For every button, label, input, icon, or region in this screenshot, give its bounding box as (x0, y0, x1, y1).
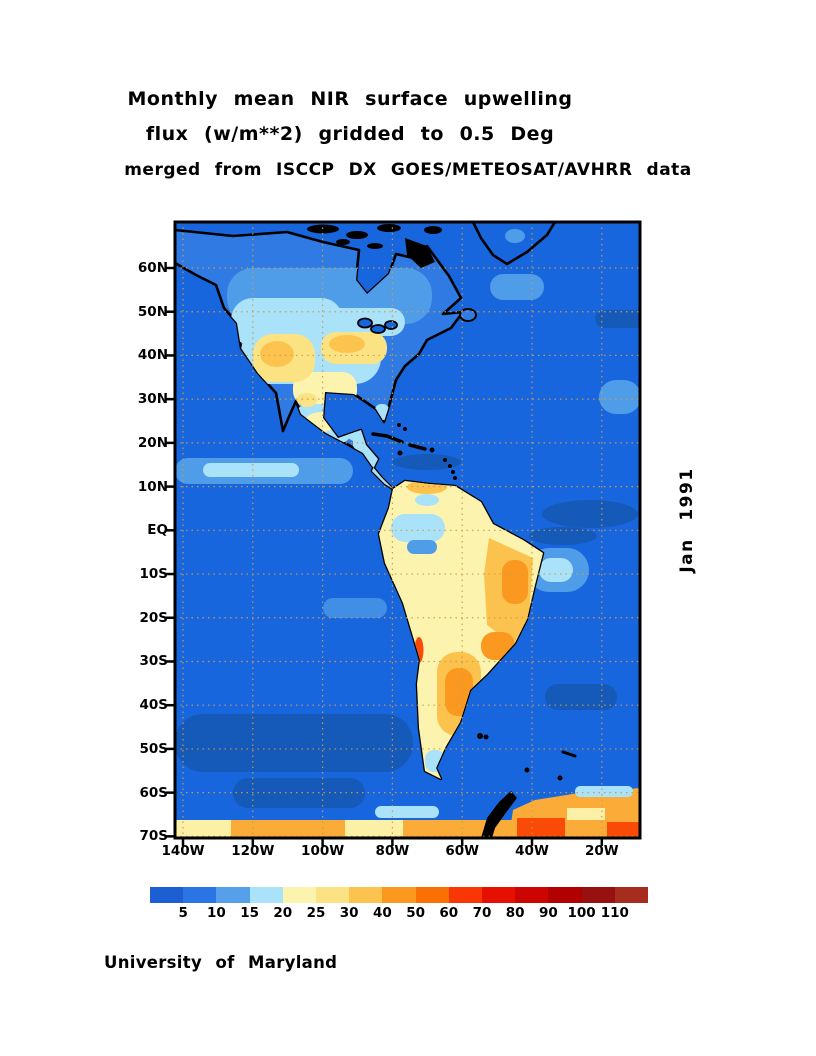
title-subtitle: merged from ISCCP DX GOES/METEOSAT/AVHRR… (124, 160, 692, 180)
lon-tick-label: 100W (301, 843, 345, 859)
caribbean-islands (371, 423, 457, 480)
antarctic-peninsula (481, 791, 517, 838)
colorbar-tick-label: 70 (472, 905, 492, 921)
colorbar-cell (482, 887, 516, 903)
colorbar-cell (548, 887, 582, 903)
lat-tick-label: 70S (139, 828, 168, 845)
colorbar-cell (316, 887, 350, 903)
title-line-2: flux (w/m**2) gridded to 0.5 Deg (145, 123, 555, 145)
lat-tick-label: 60N (137, 260, 168, 276)
lat-tick-label: 10N (137, 478, 168, 495)
colorbar-cell (581, 887, 615, 903)
colorbar-tick-label: 15 (240, 905, 259, 921)
greenland (471, 222, 557, 266)
colorbar-cell (382, 887, 416, 903)
ocean-light-patches (175, 274, 640, 818)
lat-tick-label: 20S (139, 609, 168, 626)
lon-tick-label: 40W (515, 843, 549, 859)
colorbar-labels: 5 10 15 20 25 30 40 50 60 70 80 90 100 110 (150, 905, 648, 923)
lon-tick-label: 80W (375, 843, 410, 859)
flux-map (166, 220, 642, 846)
colorbar-tick-label: 60 (439, 905, 459, 921)
longitude-axis: 140W 120W 100W 80W 60W 40W 20W (161, 843, 640, 863)
lat-tick-label: 30S (139, 653, 168, 670)
credit-text: University of Maryland (104, 953, 338, 972)
colorbar-tick-label: 100 (567, 905, 596, 921)
colorbar-tick-label: 5 (178, 905, 188, 921)
map-border (173, 220, 642, 840)
lon-tick-label: 20W (584, 843, 619, 859)
great-lakes (357, 317, 398, 334)
map-canvas (166, 220, 642, 846)
colorbar-tick-label: 25 (306, 905, 326, 921)
colorbar-tick-label: 40 (372, 905, 392, 921)
lat-tick-label: 60S (139, 784, 168, 801)
colorbar-cell (349, 887, 383, 903)
colorbar-cell (614, 887, 649, 903)
date-label: Jan 1991 (677, 467, 697, 573)
title-line-1: Monthly mean NIR surface upwelling (127, 88, 573, 110)
latitude-axis: 60N 50N 40N 30N 20N 10N EQ 10S 20S 30S 40S 50S 60S 70… (128, 222, 168, 844)
colorbar-cell (183, 887, 217, 903)
lon-tick-label: 140W (161, 843, 205, 859)
lat-tick-label: 40S (139, 697, 168, 714)
colorbar-tick-label: 20 (273, 905, 293, 921)
colorbar-tick-label: 30 (339, 905, 359, 921)
colorbar-cell (249, 887, 283, 903)
arctic-islands (307, 224, 442, 268)
lat-tick-label: 30N (137, 391, 168, 408)
colorbar-tick-label: 110 (600, 905, 629, 921)
ocean-dark-patches (175, 310, 640, 808)
colorbar (150, 887, 649, 903)
colorbar-tick-label: 80 (505, 905, 525, 921)
colorbar-tick-label: 10 (206, 905, 226, 921)
colorbar-tick-label: 50 (406, 905, 425, 921)
colorbar-cell (282, 887, 317, 903)
colorbar-cell (515, 887, 549, 903)
lat-tick-label: 40N (137, 347, 168, 364)
lon-tick-label: 60W (445, 843, 480, 859)
lat-tick-label: 50S (139, 740, 168, 757)
colorbar-cell (150, 887, 184, 903)
lat-tick-label: EQ (147, 522, 168, 539)
lat-tick-label: 50N (137, 303, 168, 320)
lon-tick-label: 120W (231, 843, 275, 859)
colorbar-cell (415, 887, 449, 903)
antarctica-band (175, 786, 640, 838)
lat-tick-label: 20N (137, 434, 168, 451)
south-atlantic-islands (477, 733, 577, 781)
lat-tick-label: 10S (139, 566, 168, 583)
colorbar-tick-label: 90 (538, 905, 558, 921)
graticule (175, 222, 640, 838)
colorbar-cell (448, 887, 483, 903)
colorbar-cell (216, 887, 250, 903)
